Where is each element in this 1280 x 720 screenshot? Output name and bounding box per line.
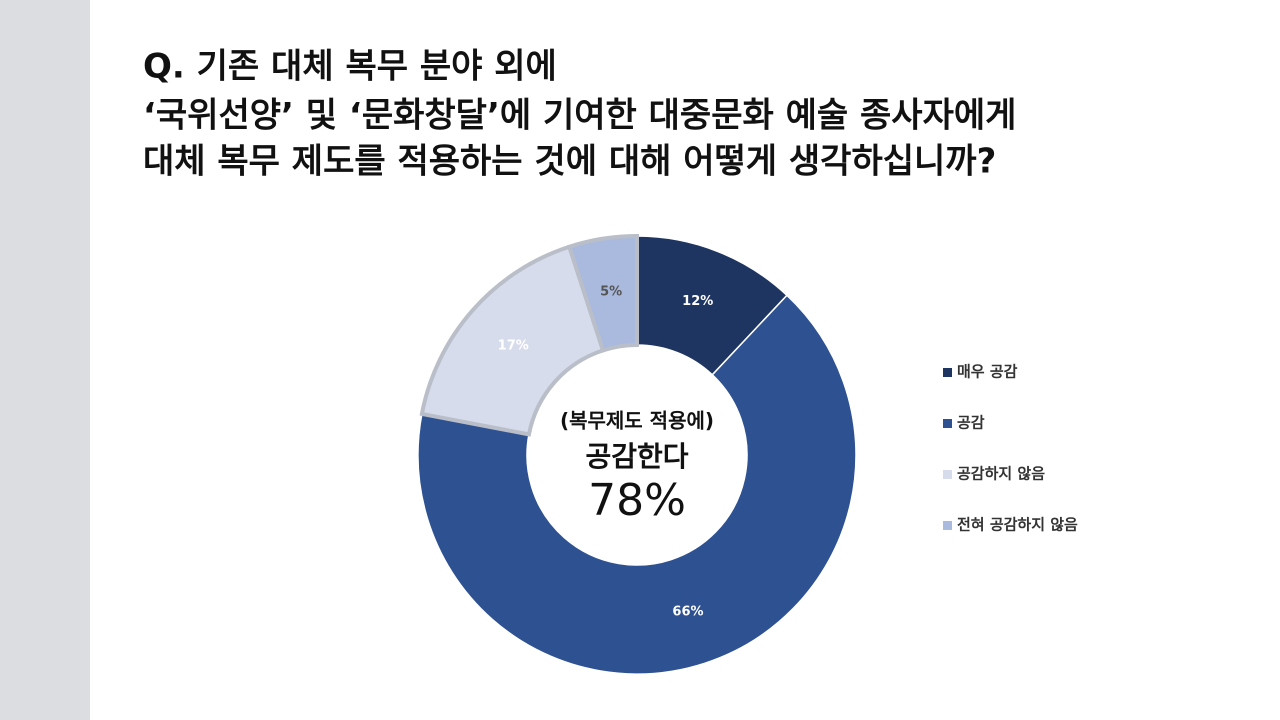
slice xyxy=(417,294,857,675)
legend-swatch xyxy=(943,419,952,428)
title-line: Q. 기존 대체 복무 분야 외에 xyxy=(143,47,557,87)
legend-label: 전혀 공감하지 않음 xyxy=(957,516,1078,534)
legend-label: 공감하지 않음 xyxy=(957,465,1045,483)
center-text: (복무제도 적용에) xyxy=(560,409,714,433)
legend-label: 공감 xyxy=(957,414,985,432)
value-label: 5% xyxy=(600,285,622,300)
donut: 12% 66% 17% 5% xyxy=(417,233,857,675)
side-bar xyxy=(0,0,90,720)
legend-label: 매우 공감 xyxy=(957,363,1018,381)
value-label: 12% xyxy=(682,294,713,309)
center-text: 공감한다 xyxy=(585,440,688,473)
value-label: 66% xyxy=(672,604,703,619)
slice xyxy=(419,244,606,437)
legend-swatch xyxy=(943,470,952,479)
legend-swatch xyxy=(943,368,952,377)
slice xyxy=(566,233,639,353)
center-value: 78% xyxy=(588,475,686,526)
title-line: 대체 복무 제도를 적용하는 것에 대해 어떻게 생각하십니까? xyxy=(143,142,996,182)
value-label: 17% xyxy=(498,338,529,353)
title-line: ‘국위선양’ 및 ‘문화창달’에 기여한 대중문화 예술 종사자에게 xyxy=(143,96,1016,136)
legend-swatch xyxy=(943,521,952,530)
